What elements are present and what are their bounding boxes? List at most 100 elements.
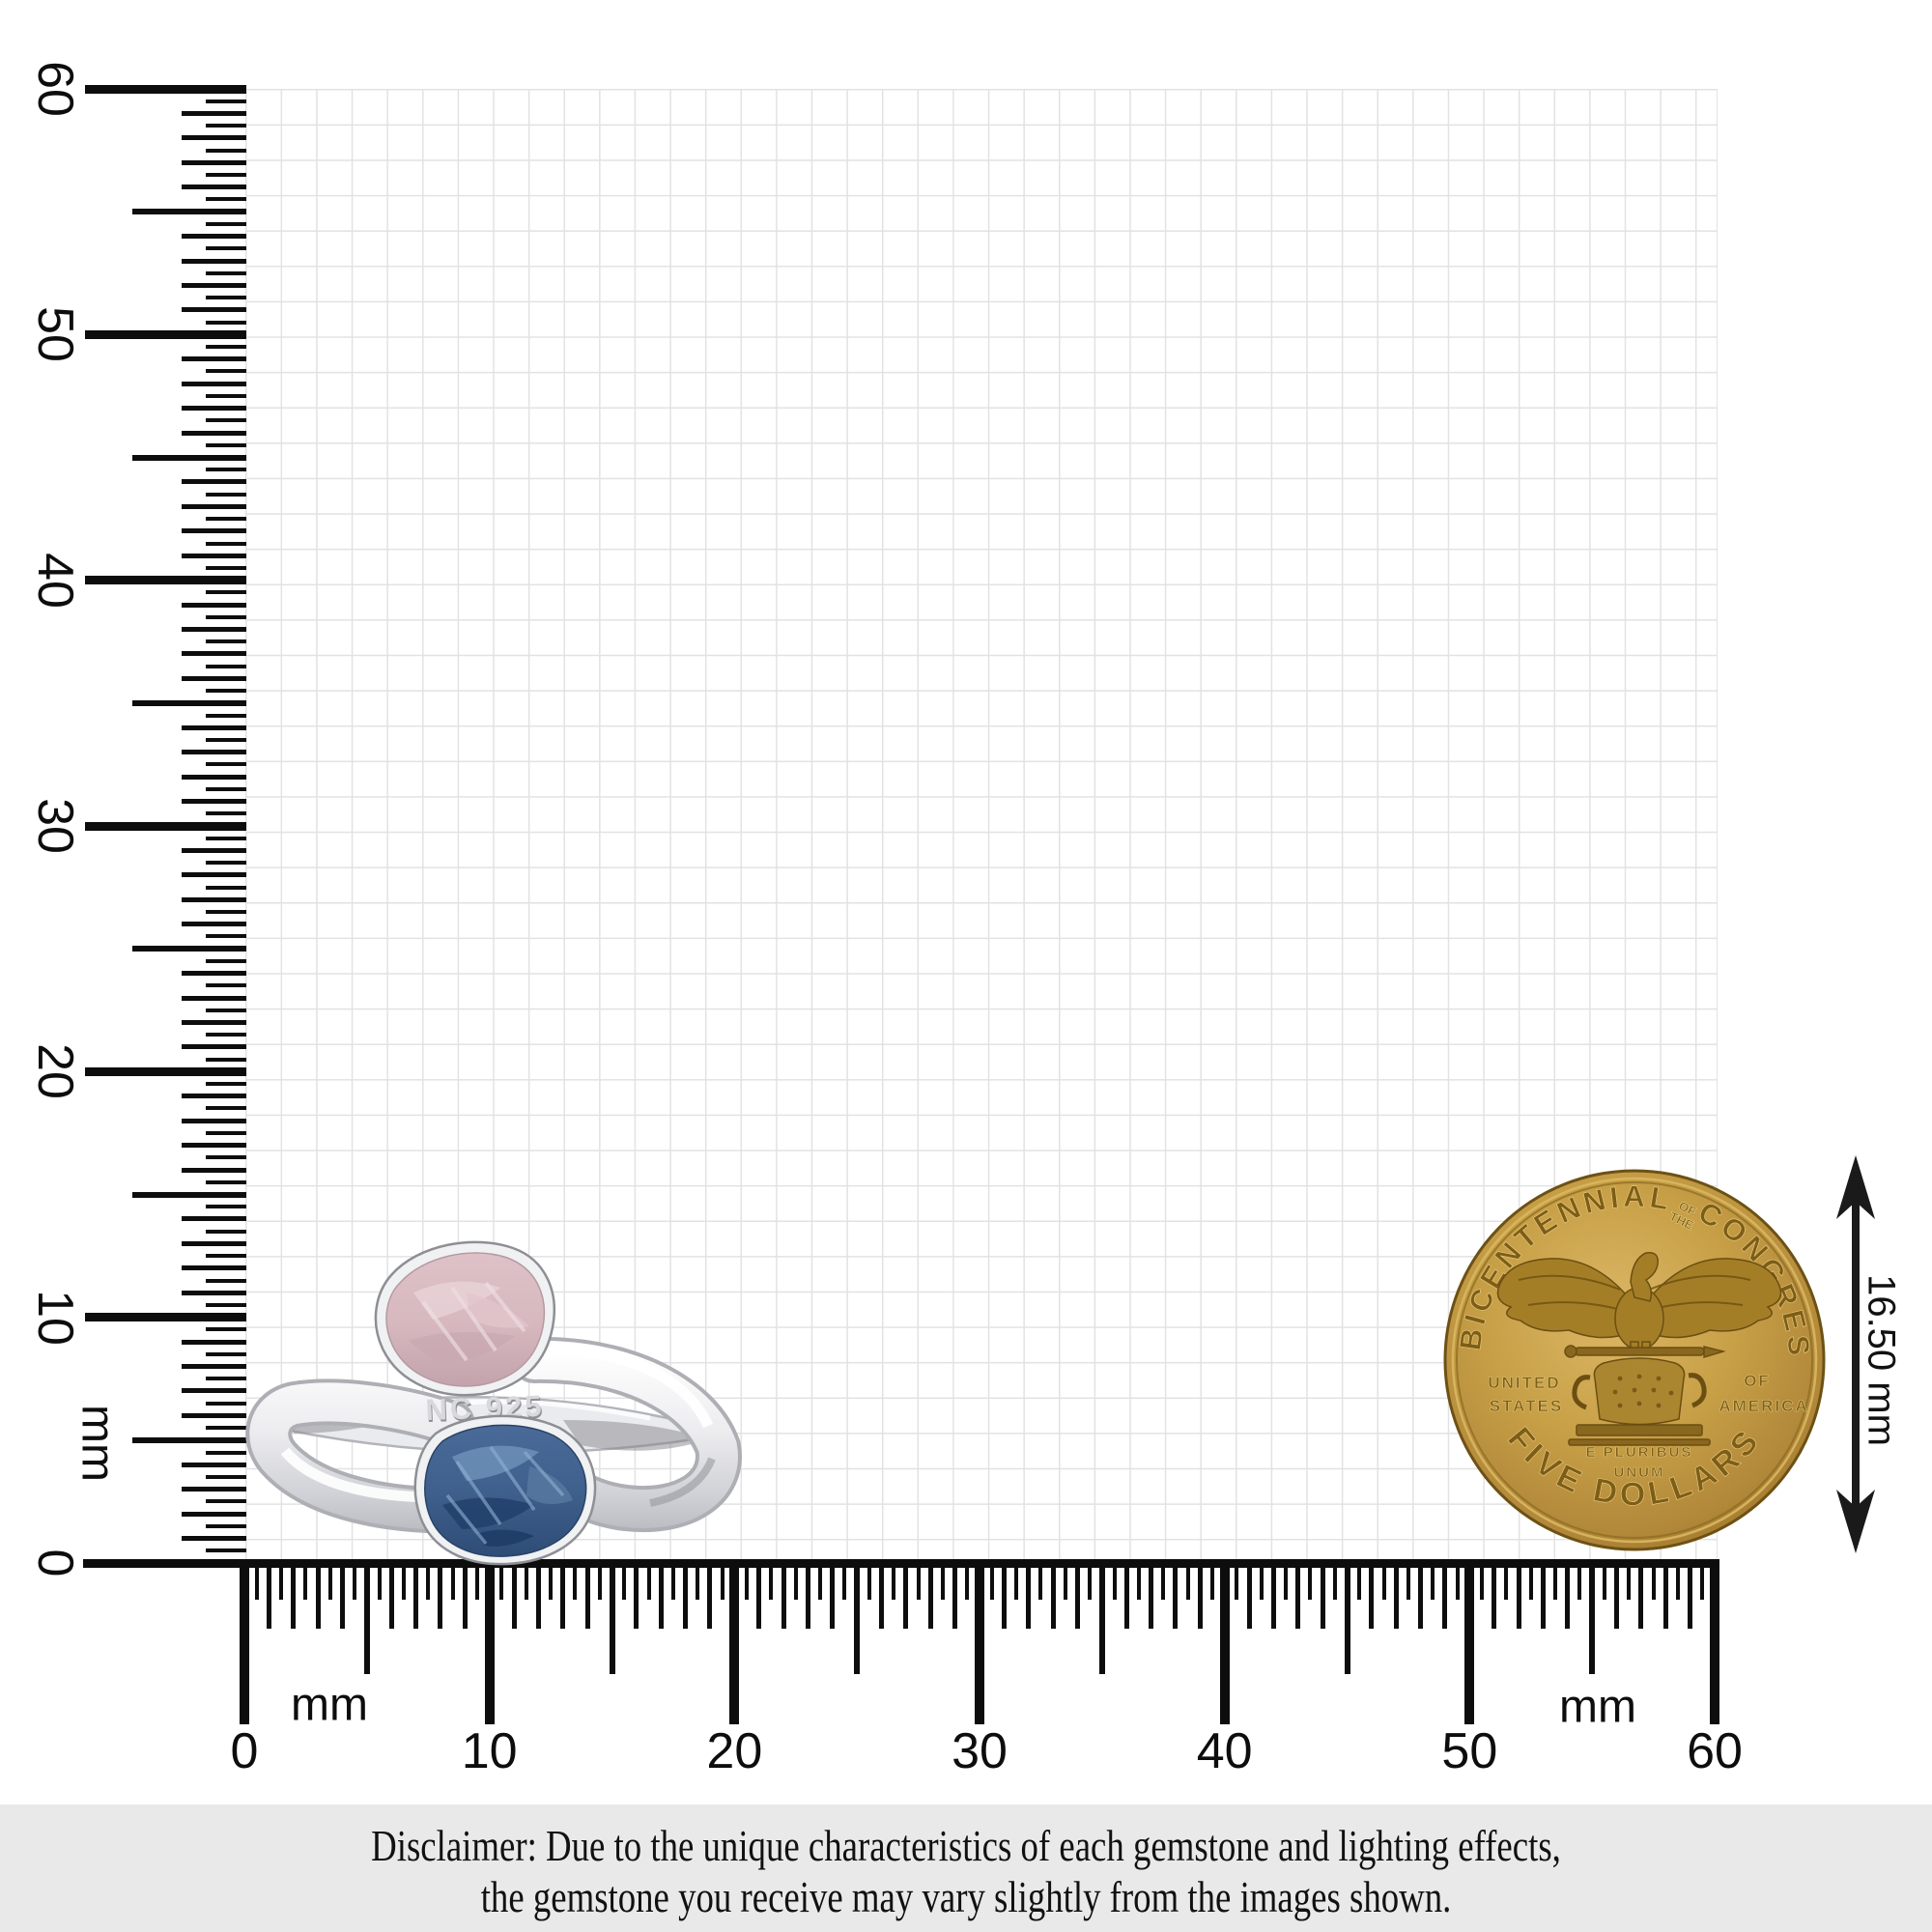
dimension-arrow	[1836, 1155, 1875, 1553]
h-ruler-tick	[388, 1563, 394, 1629]
v-ruler-tick	[206, 541, 246, 546]
v-ruler-tick	[132, 699, 246, 706]
v-ruler-tick	[182, 1339, 246, 1345]
h-ruler-tick	[1638, 1563, 1644, 1629]
h-ruler-tick	[867, 1563, 871, 1600]
h-ruler-tick	[818, 1563, 823, 1600]
v-ruler-tick	[182, 750, 246, 755]
h-ruler-tick	[1197, 1563, 1203, 1629]
v-ruler-tick	[206, 124, 246, 128]
h-ruler-tick	[1504, 1563, 1509, 1600]
h-ruler-tick	[1112, 1563, 1117, 1600]
v-ruler-tick	[182, 503, 246, 509]
h-ruler-tick	[609, 1563, 615, 1674]
v-ruler-tick	[206, 1499, 246, 1504]
h-ruler-tick	[1442, 1563, 1448, 1629]
h-ruler-tick	[1344, 1563, 1350, 1674]
ring-photo: NC 925 NC 925	[245, 1240, 742, 1566]
h-ruler-label: 0	[230, 1723, 259, 1779]
h-ruler-label: 10	[461, 1723, 518, 1779]
h-ruler-tick	[597, 1563, 602, 1600]
h-ruler-tick	[1675, 1563, 1680, 1600]
v-ruler-tick	[206, 1254, 246, 1259]
v-ruler-tick	[206, 811, 246, 816]
v-ruler-tick	[182, 1388, 246, 1394]
h-ruler-tick	[450, 1563, 455, 1600]
rose-quartz-stone	[374, 1240, 555, 1397]
v-ruler-tick	[206, 1179, 246, 1184]
v-ruler-tick	[206, 246, 246, 251]
h-ruler-tick	[720, 1563, 724, 1600]
v-ruler-tick	[206, 1082, 246, 1087]
h-ruler-tick	[805, 1563, 810, 1629]
h-ruler-tick	[291, 1563, 297, 1629]
v-ruler-tick	[206, 1155, 246, 1160]
svg-text:E PLURIBUS: E PLURIBUS	[1586, 1444, 1693, 1461]
v-ruler-tick	[182, 1118, 246, 1123]
v-ruler-tick	[206, 762, 246, 767]
blue-sapphire-stone	[413, 1414, 597, 1566]
h-ruler-tick	[1026, 1563, 1032, 1629]
v-ruler-label: 20	[27, 1043, 83, 1100]
v-ruler-tick	[182, 651, 246, 657]
v-ruler-tick	[206, 934, 246, 939]
v-ruler-tick	[182, 185, 246, 190]
h-ruler-tick	[1540, 1563, 1546, 1629]
v-ruler-tick	[206, 664, 246, 668]
v-ruler-tick	[182, 1019, 246, 1025]
v-ruler-tick	[206, 689, 246, 694]
h-ruler-tick	[1431, 1563, 1435, 1600]
svg-text:OF: OF	[1744, 1372, 1771, 1390]
h-ruler-tick	[1219, 1563, 1230, 1724]
v-ruler-tick	[206, 517, 246, 522]
v-ruler-label: 10	[27, 1289, 83, 1346]
v-ruler-tick	[182, 799, 246, 805]
v-ruler-tick	[182, 1265, 246, 1271]
v-ruler-tick	[206, 418, 246, 423]
h-ruler-tick	[535, 1563, 541, 1629]
v-ruler-tick	[206, 1229, 246, 1234]
v-ruler-tick	[206, 320, 246, 325]
v-ruler-tick	[206, 565, 246, 570]
h-ruler-tick	[1406, 1563, 1410, 1600]
horizontal-ruler-unit-label-left: mm	[291, 1679, 368, 1731]
h-ruler-tick	[1710, 1563, 1719, 1724]
h-ruler-tick	[413, 1563, 419, 1629]
h-ruler-tick	[622, 1563, 627, 1600]
v-ruler-tick	[206, 173, 246, 178]
v-ruler-tick	[182, 922, 246, 927]
h-ruler-tick	[1038, 1563, 1043, 1600]
v-ruler-label: 0	[27, 1548, 83, 1577]
v-ruler-tick	[182, 234, 246, 240]
v-ruler-tick	[182, 1044, 246, 1050]
h-ruler-tick	[339, 1563, 345, 1629]
v-ruler-tick	[206, 590, 246, 595]
h-ruler-tick	[1014, 1563, 1019, 1600]
h-ruler-tick	[793, 1563, 798, 1600]
h-ruler-tick	[279, 1563, 284, 1600]
h-ruler-tick	[560, 1563, 566, 1629]
h-ruler-tick	[1161, 1563, 1166, 1600]
h-ruler-tick	[1455, 1563, 1460, 1600]
v-ruler-tick	[85, 84, 246, 94]
v-ruler-tick	[206, 1205, 246, 1209]
v-ruler-tick	[132, 1436, 246, 1443]
h-ruler-tick	[1480, 1563, 1485, 1600]
h-ruler-tick	[1320, 1563, 1325, 1629]
h-ruler-tick	[965, 1563, 970, 1600]
h-ruler-tick	[1393, 1563, 1399, 1629]
v-ruler-tick	[206, 393, 246, 398]
horizontal-ruler-spine	[83, 1559, 1719, 1568]
v-ruler-tick	[85, 329, 246, 339]
h-ruler-tick	[1246, 1563, 1252, 1629]
v-ruler-tick	[206, 737, 246, 742]
h-ruler-tick	[1209, 1563, 1214, 1600]
v-ruler-tick	[206, 1351, 246, 1356]
h-ruler-label: 50	[1441, 1723, 1498, 1779]
v-ruler-tick	[182, 872, 246, 878]
h-ruler-tick	[1700, 1563, 1705, 1600]
h-ruler-tick	[315, 1563, 321, 1629]
v-ruler-tick	[206, 1008, 246, 1012]
h-ruler-tick	[1050, 1563, 1056, 1629]
v-ruler-tick	[182, 847, 246, 853]
